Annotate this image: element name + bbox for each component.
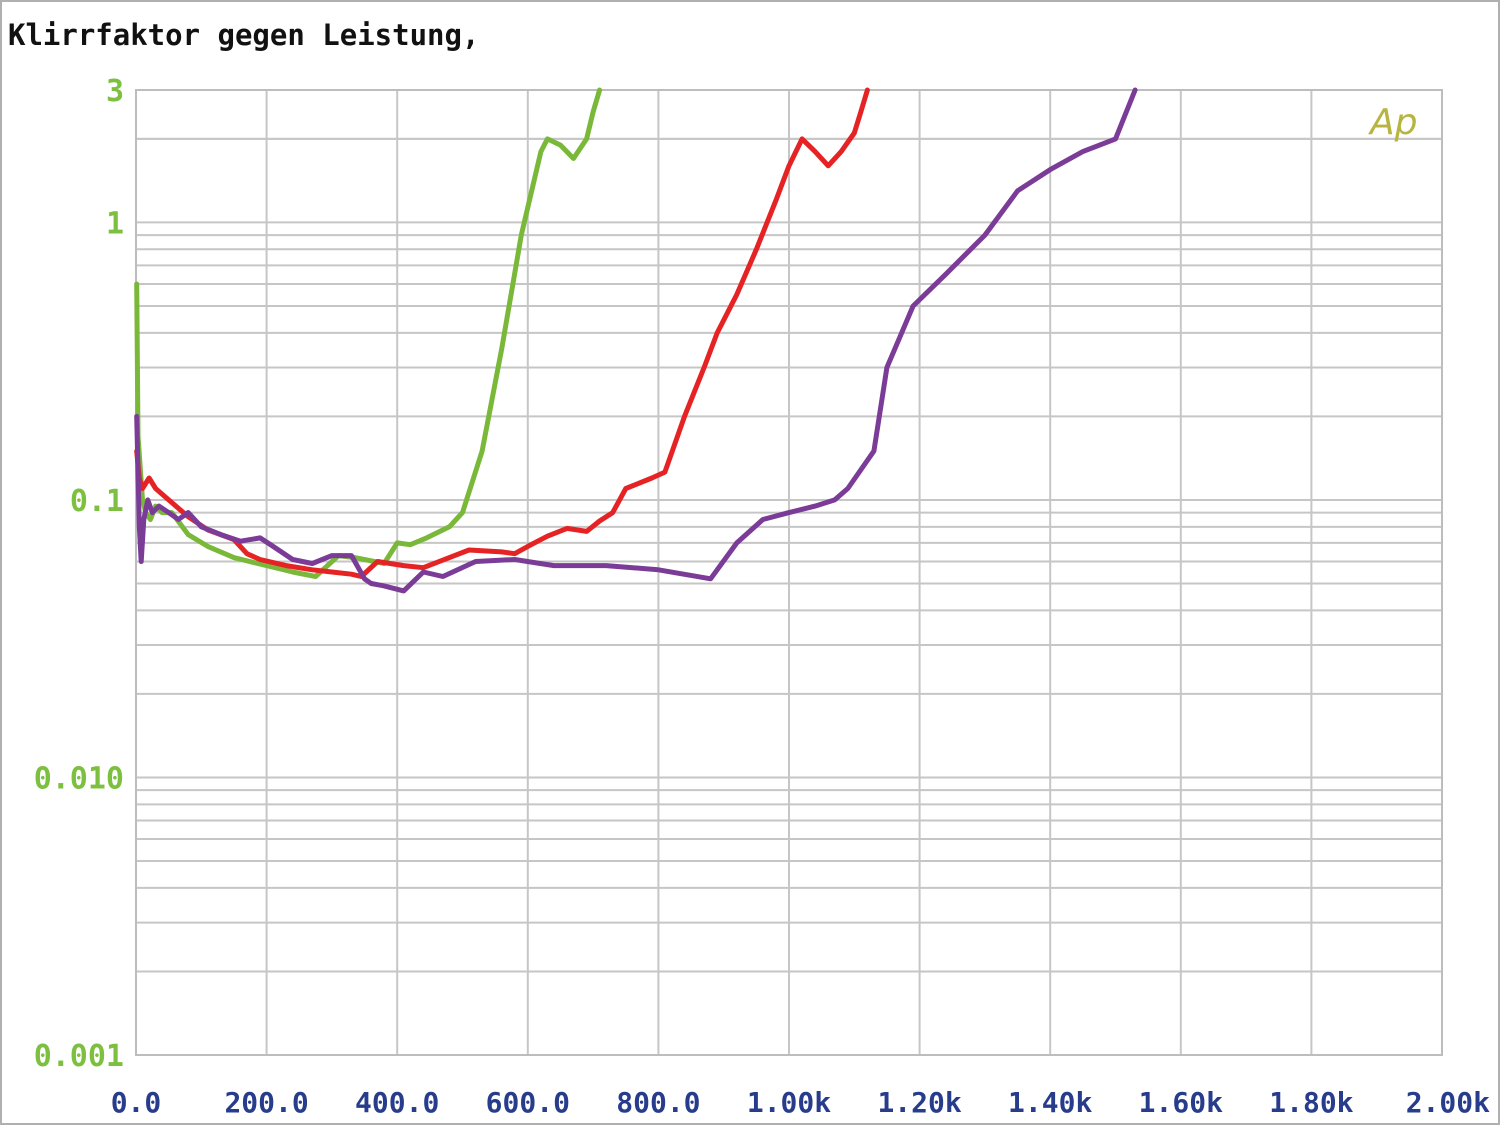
x-tick-label: 1.00k [747, 1086, 831, 1119]
x-tick-label: 400.0 [355, 1086, 439, 1119]
x-tick-label: 1.60k [1139, 1086, 1223, 1119]
brand-logo-text: Ap [1368, 102, 1417, 143]
y-tick-label: 0.1 [70, 484, 124, 519]
series-line-3 [134, 87, 1138, 594]
x-tick-label: 0.0 [111, 1086, 162, 1119]
y-tick-label: 3 [106, 74, 124, 109]
x-tick-label: 2.00k [1406, 1086, 1490, 1119]
x-tick-label: 600.0 [486, 1086, 570, 1119]
y-tick-label: 1 [106, 206, 124, 241]
x-tick-label: 1.80k [1269, 1086, 1353, 1119]
x-tick-label: 200.0 [224, 1086, 308, 1119]
plot-border [135, 89, 1443, 1056]
x-tick-label: 1.40k [1008, 1086, 1092, 1119]
chart-title: Klirrfaktor gegen Leistung, [8, 18, 480, 52]
y-tick-label: 0.001 [34, 1039, 124, 1074]
y-tick-label: 0.010 [34, 761, 124, 796]
x-tick-label: 800.0 [616, 1086, 700, 1119]
x-tick-label: 1.20k [877, 1086, 961, 1119]
